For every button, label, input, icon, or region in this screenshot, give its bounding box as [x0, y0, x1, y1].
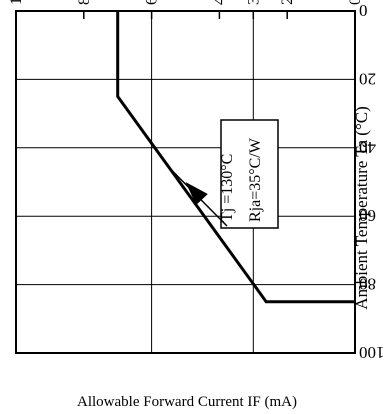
x-axis-label: Allowable Forward Current IF (mA) [77, 394, 297, 410]
x-tick-label: 400 [211, 0, 228, 5]
y-tick-label: 0 [359, 1, 368, 20]
y-tick-label: 100 [359, 343, 385, 362]
plot-frame [15, 10, 356, 354]
y-tick-label: 40 [359, 138, 376, 157]
y-tick-label: 20 [359, 69, 376, 88]
x-tick-label: 1000 [8, 0, 25, 5]
x-tick-label: 300 [245, 0, 262, 5]
annotation-box [220, 119, 279, 229]
annotation: Rja=35°C/W Tj =130°C [170, 119, 279, 229]
x-tick-label: 0 [347, 0, 364, 5]
y-axis-label: Ambient Temperature Ta (°C) [352, 106, 371, 309]
grid [15, 10, 356, 354]
y-tick-label: 80 [359, 275, 376, 294]
x-tick-label: 800 [76, 0, 93, 5]
x-tick-label: 600 [144, 0, 161, 5]
x-tick-label: 200 [279, 0, 296, 5]
annotation-text: Rja=35°C/W [247, 137, 264, 222]
plot-area [116, 11, 355, 304]
y-tick-label: 60 [359, 206, 376, 225]
annotation-arrowhead [185, 182, 208, 205]
x-axis-ticks: 0 200 300 400 600 800 1000 [8, 0, 364, 19]
derating-curve [116, 11, 355, 304]
y-axis-ticks: 0 20 40 60 80 100 [359, 1, 385, 362]
annotation-text: Tj =130°C [219, 154, 236, 222]
